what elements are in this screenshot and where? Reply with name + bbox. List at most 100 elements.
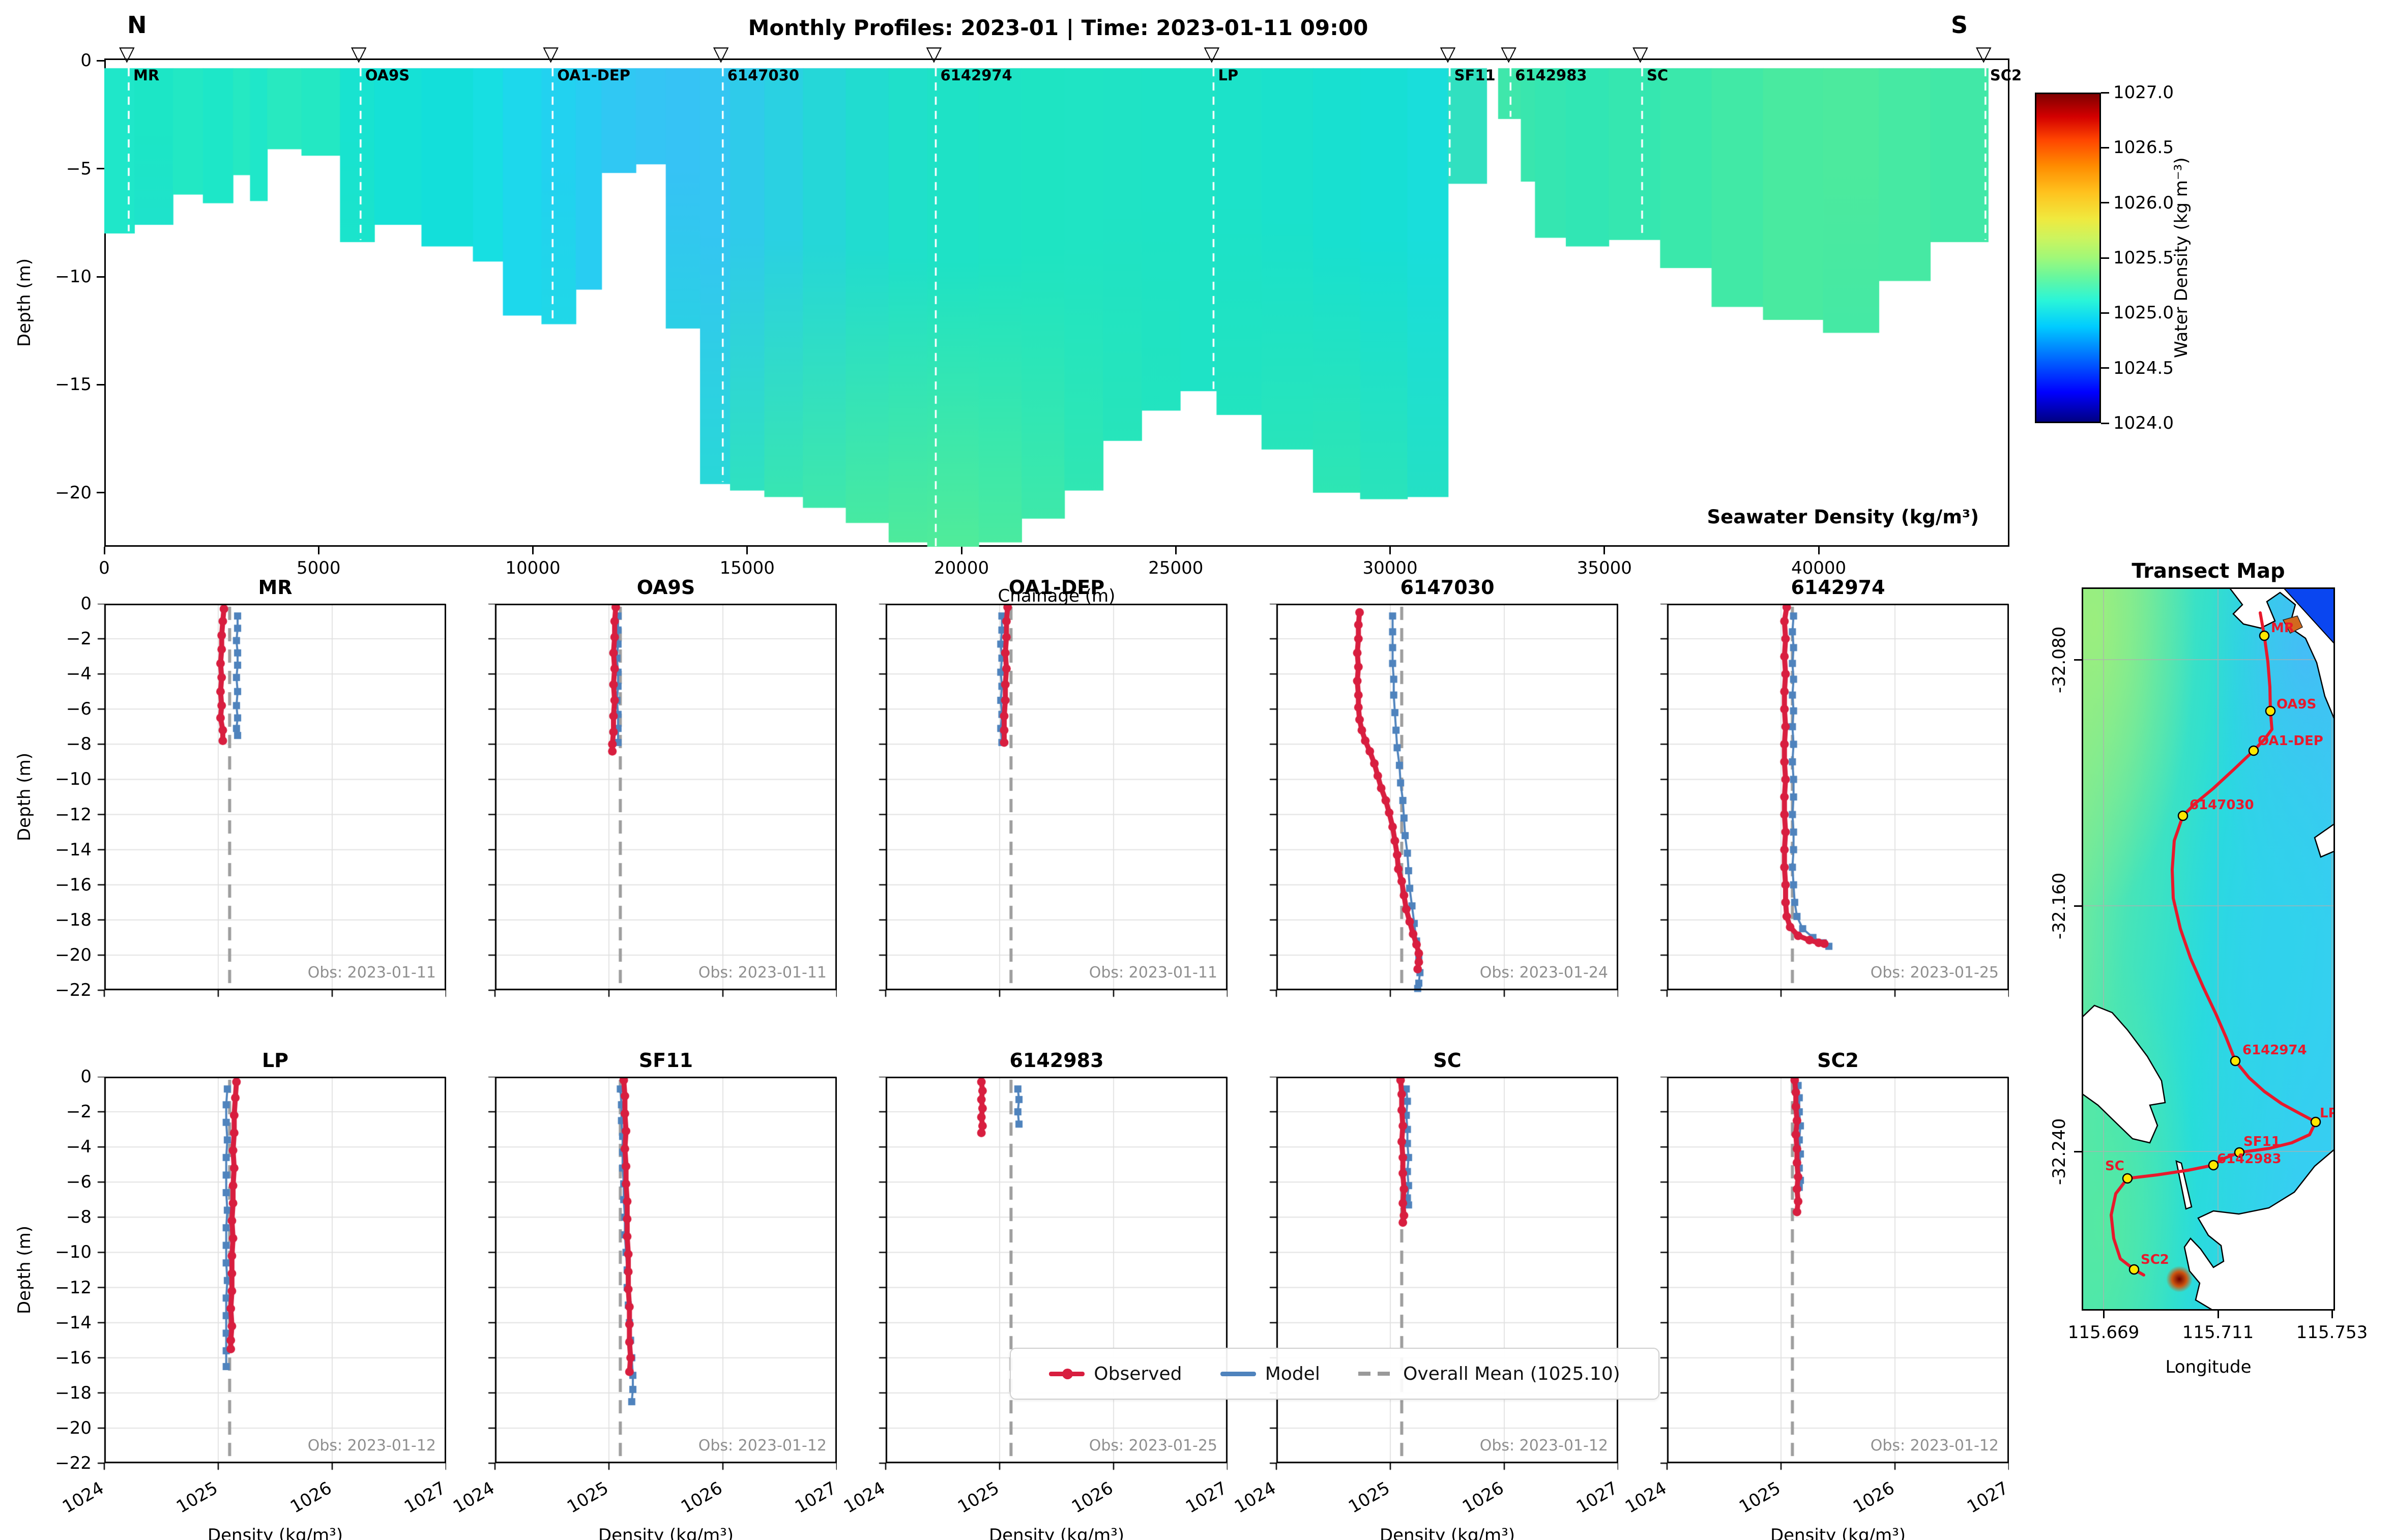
map-y-tick-label: -32.080 xyxy=(2049,626,2069,693)
legend-model-label: Model xyxy=(1265,1363,1320,1384)
map-land xyxy=(2082,587,2335,1311)
x-tick-label: 5000 xyxy=(296,558,341,578)
map-y-tick xyxy=(2074,1150,2082,1152)
colorbar-tick-label: 1026.0 xyxy=(2113,192,2174,213)
profile-canvas-LP xyxy=(97,1077,446,1470)
subplot-y-tick-label: −18 xyxy=(55,1382,92,1403)
legend-mean-label: Overall Mean (1025.10) xyxy=(1403,1363,1620,1384)
x-tick-label: 0 xyxy=(99,558,110,578)
subplot-ylabel: Depth (m) xyxy=(14,752,35,842)
legend-item-observed: Observed xyxy=(1049,1364,1182,1384)
profile-canvas-MR xyxy=(97,604,446,997)
subplot-y-tick-label: −4 xyxy=(66,1137,92,1158)
subplot-y-tick-label: −14 xyxy=(55,1312,92,1333)
subplot-x-tick-label: 1024 xyxy=(59,1477,107,1518)
subplot-x-tick-label: 1025 xyxy=(173,1477,221,1518)
map-x-tick-label: 115.711 xyxy=(2182,1322,2254,1343)
map-x-tick xyxy=(2217,1311,2219,1318)
subplot-title: SC xyxy=(1433,1049,1462,1072)
map-station-marker xyxy=(2265,705,2276,717)
colorbar-tick-label: 1025.0 xyxy=(2113,303,2174,323)
map-station-marker xyxy=(2208,1160,2219,1171)
section-station-label: SC xyxy=(1646,67,1669,84)
subplot-y-tick-label: −22 xyxy=(55,980,92,1000)
subplot-y-tick-label: −8 xyxy=(66,1207,92,1228)
y-tick xyxy=(97,383,104,386)
map-density-anomaly xyxy=(2166,1266,2193,1292)
x-tick xyxy=(317,547,319,554)
map-x-tick-label: 115.753 xyxy=(2296,1322,2368,1343)
map-station-label: SC2 xyxy=(2141,1252,2169,1267)
obs-date-label: Obs: 2023-01-11 xyxy=(1089,964,1217,982)
x-tick xyxy=(532,547,534,554)
subplot-y-tick-label: −22 xyxy=(55,1453,92,1473)
y-tick xyxy=(97,276,104,278)
legend-item-mean: Overall Mean (1025.10) xyxy=(1358,1364,1620,1384)
subplot-y-tick-label: −6 xyxy=(66,699,92,720)
section-xlabel: Chainage (m) xyxy=(998,586,1116,606)
map-station-label: 6142983 xyxy=(2217,1151,2282,1167)
map-station-label: MR xyxy=(2271,620,2294,636)
subplot-y-tick-label: −20 xyxy=(55,1417,92,1438)
subplot-y-tick-label: −2 xyxy=(66,629,92,649)
map-border xyxy=(2082,587,2335,1311)
map-title: Transect Map xyxy=(2132,559,2285,583)
map-station-marker xyxy=(2122,1173,2133,1184)
subplot-ylabel: Depth (m) xyxy=(14,1225,35,1315)
section-station-label: 6142974 xyxy=(940,67,1012,84)
subplot-x-tick-label: 1026 xyxy=(1068,1477,1117,1518)
section-station-label: SF11 xyxy=(1454,67,1496,84)
colorbar-tick-label: 1024.0 xyxy=(2113,413,2174,433)
map-x-tick xyxy=(2331,1311,2333,1318)
transect-map: MR OA9S OA1-DEP 6147030 6142974 LP SF11 6142983… xyxy=(2082,587,2335,1311)
section-station-label: MR xyxy=(133,67,160,84)
obs-date-label: Obs: 2023-01-12 xyxy=(698,1437,827,1455)
map-xlabel: Longitude xyxy=(2165,1357,2252,1377)
map-orange-patch xyxy=(2282,615,2303,634)
colorbar-tick xyxy=(2101,202,2109,204)
station-marker-icon: ▽ xyxy=(543,42,559,66)
map-station-label: 6142974 xyxy=(2242,1043,2307,1058)
section-station-label: OA1-DEP xyxy=(557,67,630,84)
legend-item-model: Model xyxy=(1220,1364,1320,1384)
map-station-label: SC xyxy=(2105,1159,2124,1174)
colorbar-tick-label: 1025.5 xyxy=(2113,248,2174,268)
map-y-tick xyxy=(2074,905,2082,907)
x-tick-label: 15000 xyxy=(719,558,775,578)
profile-canvas-6142983 xyxy=(879,1077,1228,1470)
x-tick xyxy=(1818,547,1820,554)
y-tick-label: −20 xyxy=(55,482,92,503)
colorbar-tick-label: 1027.0 xyxy=(2113,82,2174,103)
subplot-xlabel: Density (kg/m³) xyxy=(1379,1525,1515,1540)
obs-date-label: Obs: 2023-01-12 xyxy=(1479,1437,1608,1455)
subplot-y-tick-label: −16 xyxy=(55,1347,92,1368)
profile-canvas-SC xyxy=(1269,1077,1618,1470)
colorbar-tick-label: 1024.5 xyxy=(2113,358,2174,378)
obs-date-label: Obs: 2023-01-11 xyxy=(698,964,827,982)
observed-marker-icon xyxy=(1062,1368,1073,1379)
subplot-title: SF11 xyxy=(638,1049,693,1072)
y-tick xyxy=(97,60,104,62)
south-label: S xyxy=(1951,11,1968,39)
section-station-label: LP xyxy=(1218,67,1239,84)
north-label: N xyxy=(127,11,147,39)
y-tick-label: −10 xyxy=(55,266,92,287)
subplot-x-tick-label: 1025 xyxy=(954,1477,1003,1518)
model-line-swatch xyxy=(1220,1371,1256,1376)
station-marker-icon: ▽ xyxy=(1501,42,1517,66)
map-station-marker xyxy=(2177,810,2188,821)
station-marker-icon: ▽ xyxy=(926,42,942,66)
map-y-tick-label: -32.240 xyxy=(2049,1118,2069,1185)
section-station-label: 6147030 xyxy=(727,67,799,84)
y-tick xyxy=(97,168,104,170)
map-station-marker xyxy=(2248,745,2259,756)
section-station-label: 6142983 xyxy=(1515,67,1587,84)
profile-canvas-OA9S xyxy=(488,604,837,997)
subplot-y-tick-label: −6 xyxy=(66,1172,92,1193)
x-tick-label: 40000 xyxy=(1791,558,1847,578)
subplot-x-tick-label: 1026 xyxy=(678,1477,726,1518)
map-station-marker xyxy=(2259,630,2270,641)
subplot-y-tick-label: −16 xyxy=(55,874,92,895)
x-tick xyxy=(1603,547,1606,554)
